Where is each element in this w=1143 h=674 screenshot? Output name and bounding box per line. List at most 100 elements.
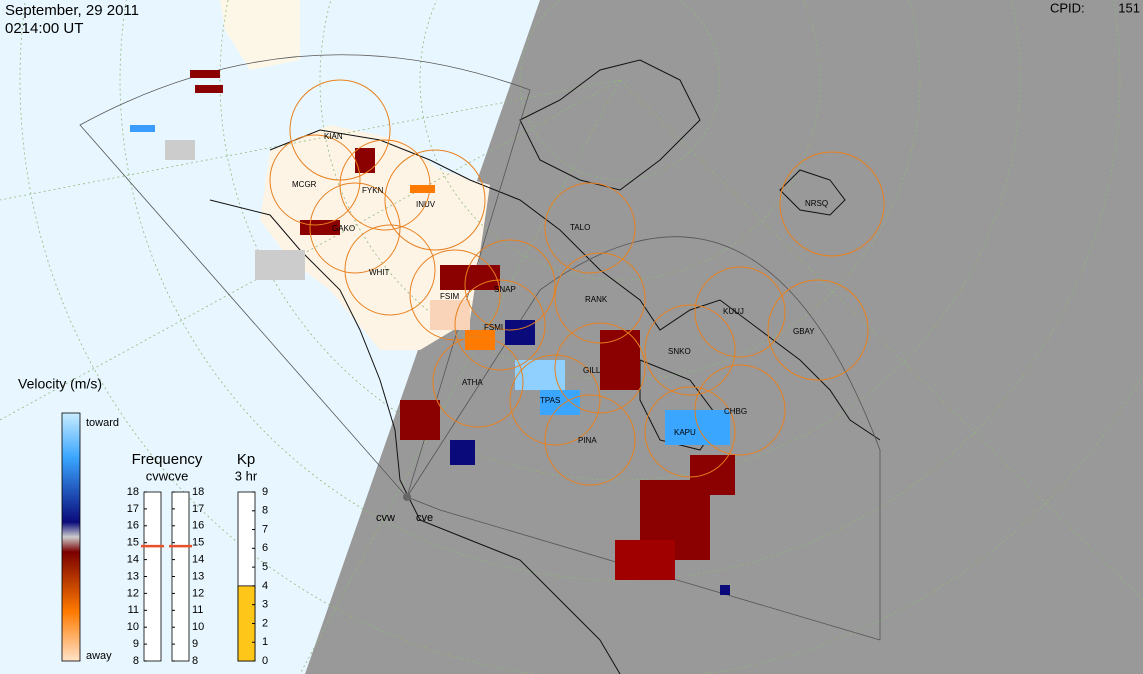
radar-label: cvw — [376, 512, 395, 524]
ring — [544, 394, 636, 486]
ring — [644, 304, 736, 396]
ring — [694, 266, 786, 358]
tick-label: 4 — [262, 580, 268, 592]
legend-subtitle: 3 hr — [235, 468, 258, 483]
tick-label: 15 — [127, 537, 139, 549]
station-label: GILL — [583, 366, 601, 375]
kp-legend: Kp 3 hr 9 8 7 6 5 4 3 2 1 0 — [235, 451, 268, 667]
coastline — [269, 129, 881, 441]
cell — [255, 250, 305, 280]
station-label: SNKO — [668, 347, 691, 356]
ring — [767, 279, 869, 381]
meridian — [0, 79, 621, 201]
tick-label: 3 — [262, 599, 268, 611]
station-label: TALO — [570, 223, 590, 232]
cell — [465, 330, 495, 350]
cpid: 151 — [1118, 0, 1140, 15]
tick-label: 18 — [127, 486, 139, 498]
ring — [409, 249, 501, 341]
tick-label: 9 — [192, 638, 198, 650]
ring — [269, 134, 361, 226]
tick-label: 16 — [127, 520, 139, 532]
fov-outline — [79, 54, 531, 498]
tick-label: 12 — [192, 587, 204, 599]
hudson-bay — [639, 359, 721, 451]
cell — [410, 185, 435, 193]
ring — [554, 322, 646, 414]
cell — [720, 585, 730, 595]
ring — [464, 239, 556, 331]
cell — [615, 540, 675, 580]
ring — [384, 149, 486, 251]
tick-label: 8 — [262, 505, 268, 517]
tick-label: 13 — [127, 570, 139, 582]
station-rings — [269, 79, 885, 486]
latitude-ring — [519, 0, 721, 181]
station-label: TPAS — [540, 396, 560, 405]
cell — [600, 330, 640, 390]
station-label: ATHA — [462, 378, 483, 387]
latitude-ring — [219, 0, 1021, 481]
station-label: MCGR — [292, 180, 317, 189]
arctic-islands — [519, 59, 701, 191]
station-label: RANK — [585, 295, 608, 304]
tick-label: 11 — [192, 604, 203, 616]
latitude-ring — [419, 0, 821, 281]
ring — [344, 224, 436, 316]
ring — [509, 354, 601, 446]
station-label: CHBG — [724, 407, 747, 416]
tick-label: 2 — [262, 617, 268, 629]
station-label: WHIT — [369, 268, 390, 277]
tick-label: 7 — [262, 523, 268, 535]
ring — [309, 182, 401, 274]
tick-label: 11 — [128, 604, 139, 616]
tick-label: 15 — [192, 537, 204, 549]
station-label: KUUJ — [723, 307, 744, 316]
cell — [130, 125, 155, 132]
legend-title: Frequency — [132, 451, 203, 468]
cell — [430, 300, 470, 330]
cell — [355, 148, 375, 173]
station-label: GBAY — [793, 327, 815, 336]
tick-label: 5 — [262, 561, 268, 573]
coastline — [209, 199, 621, 674]
coastline — [779, 169, 846, 216]
land-alaska — [260, 125, 490, 350]
station-labels: KIAN MCGR FYKN INUV GAKO WHIT FSIM SNAP … — [292, 132, 828, 445]
station-label: KAPU — [674, 428, 696, 437]
cpid-label: CPID: — [1050, 0, 1085, 15]
tick-label: 1 — [262, 636, 268, 648]
cell — [505, 320, 535, 345]
tick-label: 0 — [262, 655, 268, 667]
frequency-legend: Frequency cvwcve 18 18 17 17 16 16 15 15 14 14 13 1… — [127, 451, 205, 667]
tick-label: 8 — [192, 655, 198, 667]
cell — [450, 440, 475, 465]
legend-title: Velocity (m/s) — [18, 376, 102, 392]
ring — [339, 139, 431, 231]
station-label: NRSQ — [805, 199, 828, 208]
tick-label: 9 — [133, 638, 139, 650]
station-label: FSIM — [440, 292, 459, 301]
tick-label: 9 — [262, 486, 268, 498]
station-label: INUV — [416, 200, 436, 209]
station-label: FYKN — [362, 186, 384, 195]
field-of-view — [79, 54, 881, 641]
toward-label: toward — [86, 417, 119, 429]
tick-label: 12 — [127, 587, 139, 599]
station-label: KIAN — [324, 132, 343, 141]
station-label: PINA — [578, 436, 597, 445]
tick-label: 14 — [192, 554, 204, 566]
cell — [400, 400, 440, 440]
date: September, 29 2011 — [5, 2, 139, 19]
cell — [665, 410, 730, 445]
tick-label: 17 — [127, 503, 139, 515]
colorbar — [61, 412, 81, 662]
away-label: away — [86, 650, 112, 662]
ring — [432, 336, 524, 428]
ring — [554, 252, 646, 344]
tick-label: 6 — [262, 542, 268, 554]
tick-label: 10 — [192, 621, 204, 633]
ring — [544, 182, 636, 274]
land-greenland — [220, 0, 300, 70]
